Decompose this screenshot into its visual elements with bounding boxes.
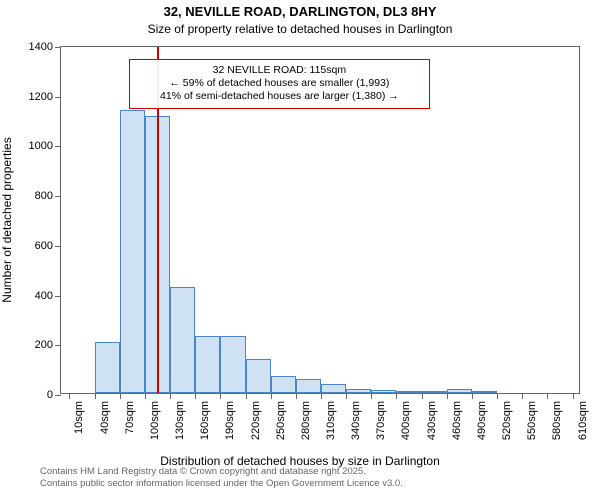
y-tick-label: 400 — [35, 290, 53, 302]
footnote-line1: Contains HM Land Registry data © Crown c… — [40, 466, 403, 478]
x-tick-label: 340sqm — [350, 401, 362, 440]
x-tick-label: 40sqm — [99, 401, 111, 434]
histogram-bar — [396, 391, 421, 393]
x-tick — [145, 393, 146, 399]
x-tick-label: 280sqm — [300, 401, 312, 440]
x-tick-label: 250sqm — [275, 401, 287, 440]
histogram-bar — [246, 359, 271, 393]
y-tick — [55, 97, 61, 98]
x-tick-label: 130sqm — [174, 401, 186, 440]
x-tick — [547, 393, 548, 399]
x-tick-label: 310sqm — [325, 401, 337, 440]
y-tick — [55, 296, 61, 297]
y-tick — [55, 47, 61, 48]
x-tick — [271, 393, 272, 399]
x-tick — [120, 393, 121, 399]
footnotes: Contains HM Land Registry data © Crown c… — [40, 466, 403, 490]
histogram-bar — [220, 336, 245, 393]
x-tick-label: 550sqm — [526, 401, 538, 440]
chart-container: 32, NEVILLE ROAD, DARLINGTON, DL3 8HY Si… — [0, 0, 600, 500]
x-tick — [69, 393, 70, 399]
histogram-bar — [120, 110, 145, 393]
x-tick-label: 160sqm — [199, 401, 211, 440]
histogram-bar — [422, 391, 447, 393]
histogram-bar — [371, 390, 396, 393]
x-tick-label: 190sqm — [224, 401, 236, 440]
x-tick — [346, 393, 347, 399]
x-tick — [246, 393, 247, 399]
footnote-line2: Contains public sector information licen… — [40, 478, 403, 490]
histogram-bar — [95, 342, 120, 393]
y-tick-label: 200 — [35, 339, 53, 351]
histogram-bar — [321, 384, 346, 393]
plot-area: 020040060080010001200140010sqm40sqm70sqm… — [60, 46, 580, 394]
x-tick-label: 580sqm — [551, 401, 563, 440]
y-axis-label: Number of detached properties — [0, 137, 14, 302]
y-tick-label: 1000 — [29, 140, 53, 152]
annotation-box: 32 NEVILLE ROAD: 115sqm ← 59% of detache… — [129, 59, 431, 108]
x-tick-label: 400sqm — [400, 401, 412, 440]
x-tick — [95, 393, 96, 399]
histogram-bar — [346, 389, 371, 393]
x-tick — [497, 393, 498, 399]
x-tick — [447, 393, 448, 399]
histogram-bar — [296, 379, 321, 393]
x-tick — [396, 393, 397, 399]
y-tick-label: 600 — [35, 240, 53, 252]
annotation-line1: 32 NEVILLE ROAD: 115sqm — [136, 64, 424, 77]
y-tick — [55, 345, 61, 346]
histogram-bar — [170, 287, 195, 393]
annotation-line2: ← 59% of detached houses are smaller (1,… — [136, 77, 424, 90]
histogram-bar — [472, 391, 497, 393]
histogram-bar — [447, 389, 472, 393]
x-tick-label: 370sqm — [375, 401, 387, 440]
x-tick-label: 70sqm — [124, 401, 136, 434]
x-tick-label: 220sqm — [250, 401, 262, 440]
x-tick — [296, 393, 297, 399]
x-tick — [522, 393, 523, 399]
annotation-line3: 41% of semi-detached houses are larger (… — [136, 90, 424, 103]
x-tick — [170, 393, 171, 399]
chart-subtitle: Size of property relative to detached ho… — [0, 22, 600, 36]
chart-title: 32, NEVILLE ROAD, DARLINGTON, DL3 8HY — [0, 4, 600, 19]
x-tick-label: 610sqm — [577, 401, 589, 440]
x-tick-label: 100sqm — [149, 401, 161, 440]
x-tick-label: 520sqm — [501, 401, 513, 440]
y-tick-label: 0 — [47, 389, 53, 401]
x-tick-label: 10sqm — [73, 401, 85, 434]
x-tick — [422, 393, 423, 399]
x-tick — [195, 393, 196, 399]
y-tick — [55, 146, 61, 147]
y-tick-label: 800 — [35, 190, 53, 202]
y-tick-label: 1200 — [29, 91, 53, 103]
x-tick-label: 460sqm — [451, 401, 463, 440]
histogram-bar — [271, 376, 296, 393]
x-tick — [573, 393, 574, 399]
x-tick — [371, 393, 372, 399]
x-tick — [220, 393, 221, 399]
x-tick-label: 490sqm — [476, 401, 488, 440]
y-tick — [55, 196, 61, 197]
y-tick — [55, 395, 61, 396]
x-tick — [321, 393, 322, 399]
x-tick — [472, 393, 473, 399]
y-tick — [55, 246, 61, 247]
x-tick-label: 430sqm — [426, 401, 438, 440]
y-tick-label: 1400 — [29, 41, 53, 53]
histogram-bar — [195, 336, 220, 393]
